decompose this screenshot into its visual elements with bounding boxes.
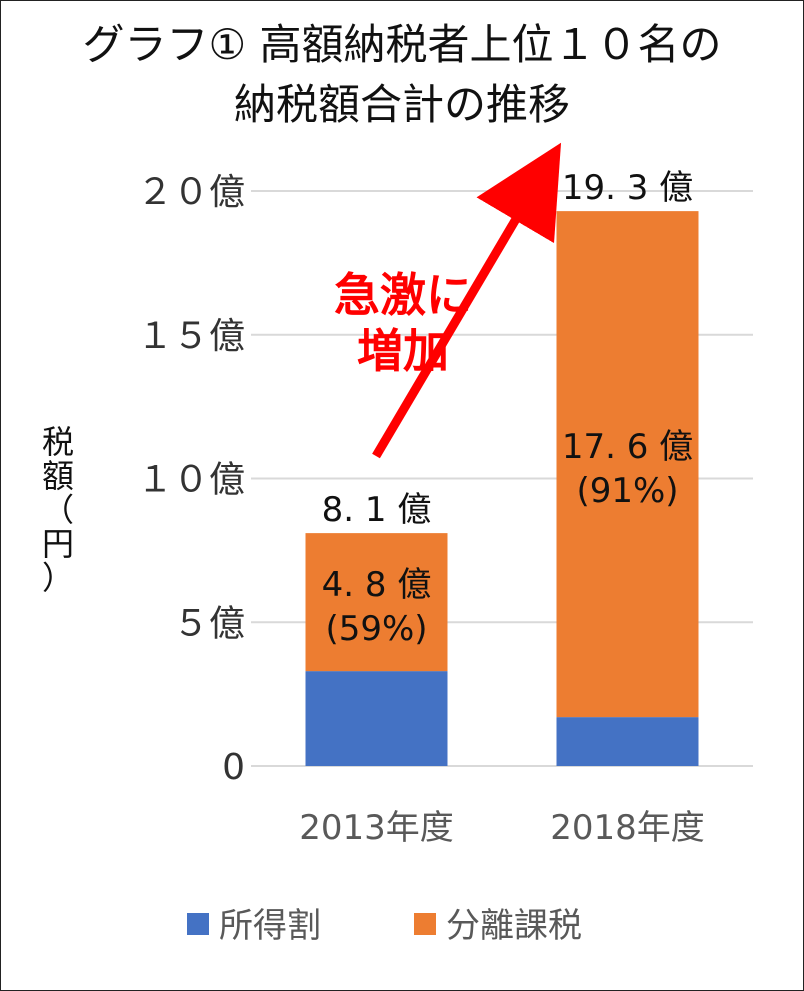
total-value-label: 19. 3 億 (562, 168, 693, 208)
legend-label: 分離課税 (446, 906, 582, 946)
segment-percent-label: (91%) (576, 471, 678, 511)
bar-segment (305, 533, 448, 672)
legend: 所得割 分離課税 (187, 906, 582, 946)
y-axis-label: 税額（円） (42, 423, 74, 597)
annotation-text-line2: 増加 (357, 324, 449, 378)
legend-swatch (414, 913, 436, 935)
y-tick-label: 0 (222, 747, 245, 788)
y-axis-label-char: 円 (42, 525, 74, 563)
chart-title-line1: グラフ① 高額納税者上位１０名の (82, 20, 721, 69)
y-tick-label: １５億 (137, 316, 245, 357)
segment-value-label: 4. 8 億 (322, 565, 432, 605)
y-tick-label: ２０億 (137, 172, 245, 213)
bar-segment (556, 717, 699, 766)
annotation-text-line1: 急激に (334, 268, 472, 322)
increase-arrow (372, 142, 562, 459)
bars: 4. 8 億(59%) 8. 1 億 17. 6 億(91%) 19. 3 億 (305, 168, 699, 766)
y-axis-label-char: 税 (42, 423, 74, 461)
annotation: 急激に 増加 (334, 142, 562, 459)
y-axis-label-char: 額 (42, 457, 74, 495)
legend-label: 所得割 (219, 906, 321, 946)
y-axis-label-char: ） (42, 559, 74, 597)
x-tick-label: 2013年度 (299, 808, 454, 848)
y-axis-tick-labels: 0 ５億 １０億 １５億 ２０億 (137, 172, 245, 788)
legend-swatch (187, 913, 209, 935)
y-tick-label: ５億 (173, 603, 245, 644)
total-value-label: 8. 1 億 (322, 490, 432, 530)
y-tick-label: １０億 (137, 460, 245, 501)
y-axis-label-char: （ (42, 491, 74, 529)
chart-title-line2: 納税額合計の推移 (234, 80, 570, 129)
x-axis-tick-labels: 2013年度 2018年度 (299, 808, 705, 848)
bar-segment (556, 211, 699, 718)
segment-percent-label: (59%) (325, 609, 427, 649)
x-tick-label: 2018年度 (550, 808, 705, 848)
segment-value-label: 17. 6 億 (562, 427, 693, 467)
bar-segment (305, 671, 448, 766)
